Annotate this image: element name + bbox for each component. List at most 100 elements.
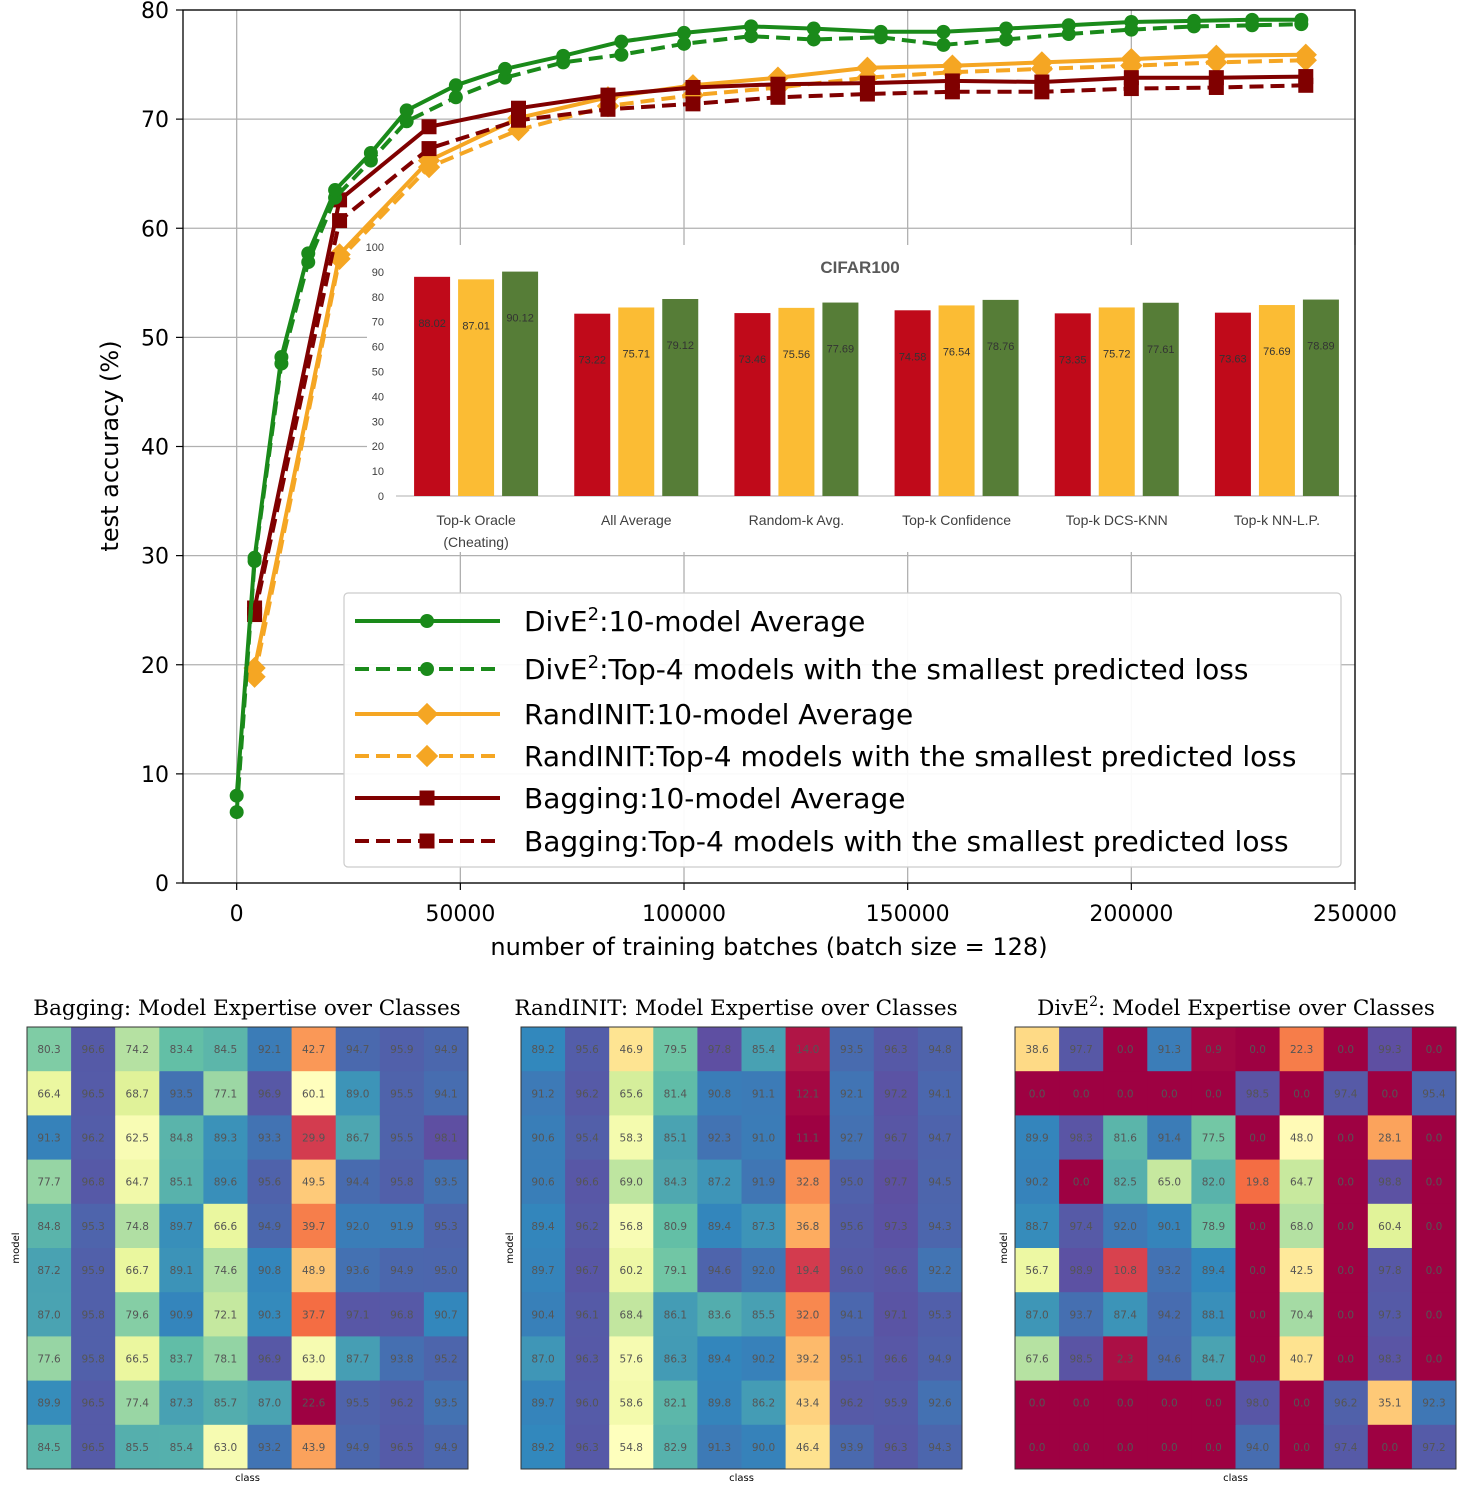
heatmap-cell-label: 83.6 [708,1309,732,1321]
heatmap-cell [379,1115,425,1161]
heatmap-cell-label: 90.4 [531,1309,555,1321]
data-point [448,78,463,93]
inset-bar [662,298,699,496]
heatmap-cell [159,1027,204,1072]
heatmap-cell-label: 0.0 [1205,1398,1222,1410]
heatmap-cell [653,1071,698,1116]
legend-label-sup: 2 [588,604,599,625]
heatmap-cell-label: 91.3 [708,1442,731,1454]
data-point [510,100,526,116]
heatmap-cell [697,1027,742,1072]
heatmap-cell [27,1424,72,1470]
heatmap-cell-label: 91.2 [531,1088,554,1100]
heatmap-cell-label: 87.0 [531,1354,554,1366]
heatmap-cell-label: 97.8 [708,1044,731,1056]
heatmap-cell [1367,1380,1413,1426]
heatmap-cell [1015,1248,1060,1293]
heatmap-cell [335,1336,381,1382]
heatmap-cell-label: 68.7 [126,1088,149,1100]
heatmap-cell-label: 85.1 [170,1177,193,1189]
heatmap-cell [1411,1203,1457,1249]
heatmap-cell-label: 93.9 [840,1442,863,1454]
heatmap-cell-label: 91.3 [37,1133,60,1145]
heatmap-frame [1014,1026,1457,1470]
heatmap-cell [917,1380,963,1426]
data-point [685,79,701,95]
heatmap-cell-label: 68.4 [620,1309,644,1321]
heatmap-cell-label: 79.1 [664,1265,687,1277]
heatmap-cell [247,1115,293,1161]
heatmap-cell-label: 64.7 [1290,1177,1313,1189]
y-tick-label: 10 [141,763,169,788]
heatmap-cell [873,1071,919,1116]
heatmap-title-sup: 2 [1089,994,1098,1010]
heatmap-cell [873,1292,919,1337]
heatmap-2: 89.2 95.6 46.9 79.5 97.8 85.4 14.0 93.5 96.3 94.8… [505,996,963,1484]
heatmap-cell [27,1159,72,1205]
heatmap-cell [247,1424,293,1470]
heatmap-cell [335,1424,381,1470]
heatmap-cell [71,1380,116,1426]
heatmap-cell-label: 32.0 [796,1309,819,1321]
heatmap-cell [873,1203,919,1249]
heatmap-cell [335,1071,381,1116]
heatmap-cell-label: 14.0 [796,1044,819,1056]
legend-box [343,592,1342,868]
heatmap-cell-label: 97.3 [1378,1309,1401,1321]
heatmap-cell [521,1071,566,1116]
heatmap-cell-label: 82.1 [664,1398,687,1410]
heatmap-cell-label: 19.8 [1246,1177,1269,1189]
data-point [229,805,244,820]
data-point [1123,81,1139,97]
heatmap-cell [785,1292,831,1337]
heatmap-cell [1103,1248,1148,1293]
heatmap-cell-label: 85.5 [752,1309,775,1321]
heatmap-cell-label: 92.3 [708,1133,731,1145]
inset-bar [574,313,611,496]
heatmap-cell [697,1424,742,1470]
heatmap-cell [1147,1203,1192,1249]
heatmap-cell [1323,1424,1369,1470]
inset-bar-value: 78.89 [1307,341,1335,353]
inset-bar [778,307,815,496]
heatmap-cell [159,1380,204,1426]
x-axis-label: number of training batches (batch size =… [490,933,1047,961]
heatmap-cell-label: 42.5 [1290,1265,1313,1277]
heatmap-cell-label: 79.5 [664,1044,687,1056]
inset-bar [458,279,495,496]
data-point [328,247,351,270]
heatmap-cell [785,1159,831,1205]
heatmap-cell [203,1115,248,1161]
heatmap-cell [1015,1159,1060,1205]
heatmap-cell-label: 95.8 [81,1354,104,1366]
heatmap-cell [1279,1159,1325,1205]
x-tick-label: 50000 [425,902,495,927]
heatmap-cell-label: 84.5 [214,1044,237,1056]
heatmap-cell [115,1424,160,1470]
inset-category-label: (Cheating) [443,534,508,550]
heatmap-cell [159,1115,204,1161]
heatmap-cell [785,1115,831,1161]
heatmap-cell-label: 22.6 [302,1398,326,1410]
heatmap-cell [917,1071,963,1116]
data-point [677,36,692,51]
heatmap-cell-label: 86.7 [346,1133,369,1145]
inset-bar [1214,312,1251,496]
data-point [274,350,289,365]
heatmap-cell-label: 94.1 [434,1088,457,1100]
data-point [556,48,571,63]
heatmap-cell [1235,1292,1281,1337]
heatmap-cell-label: 65.6 [620,1088,644,1100]
heatmap-cell [1191,1248,1236,1293]
heatmap-cell-label: 0.0 [1117,1044,1134,1056]
inset-bar [414,276,451,496]
inset-y-tick-label: 10 [372,466,384,478]
heatmap-cell-label: 0.0 [1205,1088,1222,1100]
heatmap-cell-label: 0.0 [1249,1044,1266,1056]
heatmap-cell-label: 94.9 [346,1442,369,1454]
heatmap-title: DivE2: Model Expertise over Classes [1037,994,1435,1021]
heatmap-cell-label: 96.6 [884,1265,908,1277]
heatmap-cell-label: 0.0 [1426,1309,1443,1321]
heatmap-cell [1103,1071,1148,1116]
heatmap-cell [565,1424,610,1470]
